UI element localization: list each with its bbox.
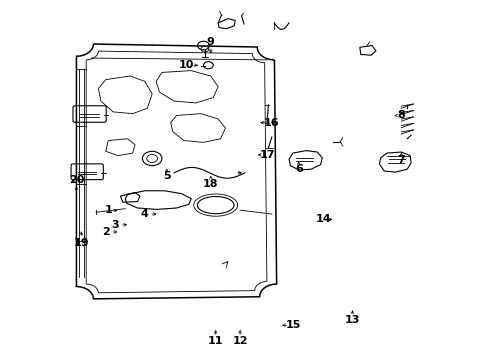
- Text: 10: 10: [179, 60, 194, 70]
- Text: 3: 3: [112, 220, 120, 230]
- Text: 19: 19: [74, 238, 89, 248]
- Text: 1: 1: [104, 206, 112, 216]
- Text: 15: 15: [286, 320, 301, 330]
- Text: 18: 18: [203, 179, 219, 189]
- Text: 14: 14: [316, 215, 331, 224]
- Text: 4: 4: [141, 209, 149, 219]
- Text: 9: 9: [207, 37, 215, 47]
- Text: 2: 2: [102, 227, 110, 237]
- Text: 12: 12: [232, 336, 248, 346]
- Text: 20: 20: [69, 175, 84, 185]
- Text: 16: 16: [264, 118, 280, 128]
- Text: 13: 13: [345, 315, 360, 325]
- Text: 17: 17: [259, 150, 275, 160]
- Text: 7: 7: [397, 155, 405, 165]
- Text: 6: 6: [295, 164, 303, 174]
- Text: 5: 5: [163, 171, 171, 181]
- Text: 11: 11: [208, 336, 223, 346]
- Text: 8: 8: [397, 111, 405, 121]
